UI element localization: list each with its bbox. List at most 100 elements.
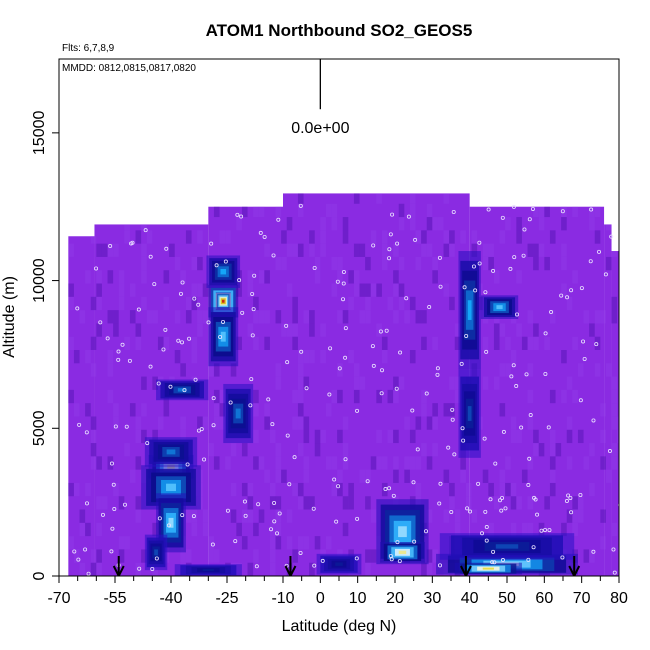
- observation-marker: [137, 566, 142, 571]
- curtain-cell: [124, 336, 130, 350]
- curtain-cell: [275, 509, 282, 523]
- curtain-cell: [611, 443, 618, 457]
- observation-marker: [484, 349, 489, 354]
- curtain-cell: [303, 376, 310, 390]
- observation-marker: [500, 495, 505, 500]
- curtain-cell: [286, 243, 293, 257]
- curtain-segment: [619, 354, 625, 576]
- curtain-cell: [331, 217, 338, 231]
- curtain-cell: [342, 522, 349, 537]
- enhancement-patch: [235, 408, 241, 419]
- observation-marker: [611, 547, 616, 552]
- curtain-cell: [365, 496, 371, 510]
- curtain-cell: [482, 376, 489, 390]
- curtain-cell: [460, 230, 466, 244]
- curtain-cell: [191, 283, 198, 297]
- curtain-cell: [561, 389, 567, 404]
- curtain-cell: [337, 256, 343, 271]
- curtain-cell: [275, 310, 282, 324]
- observation-marker: [437, 255, 442, 260]
- curtain-cell: [561, 256, 567, 271]
- observation-marker: [182, 388, 187, 393]
- curtain-cell: [589, 206, 595, 218]
- curtain-cell: [393, 376, 399, 390]
- enhancement-patch: [220, 331, 226, 342]
- enhancement-patch: [398, 526, 407, 538]
- curtain-cell: [96, 323, 102, 337]
- chart-title: ATOM1 Northbound SO2_GEOS5: [206, 21, 473, 40]
- observation-marker: [196, 302, 201, 307]
- observation-marker: [185, 462, 190, 467]
- curtain-cell: [348, 496, 354, 510]
- observation-marker: [292, 455, 297, 460]
- observation-marker: [482, 436, 487, 441]
- curtain-cell: [152, 429, 158, 444]
- curtain-cell: [381, 230, 388, 244]
- curtain-cell: [107, 310, 114, 324]
- observation-marker: [591, 549, 596, 554]
- curtain-cell: [297, 349, 304, 364]
- curtain-cell: [314, 256, 321, 271]
- observation-marker: [388, 553, 393, 558]
- curtain-cell: [68, 536, 74, 550]
- x-tick-label: 40: [461, 590, 479, 607]
- observation-marker: [412, 539, 417, 544]
- curtain-cell: [286, 536, 293, 550]
- curtain-cell: [516, 323, 522, 337]
- curtain-cell: [600, 403, 606, 417]
- curtain-cell: [253, 549, 259, 563]
- curtain-cell: [118, 536, 125, 550]
- observation-marker: [500, 558, 505, 563]
- curtain-cell: [516, 230, 522, 244]
- enhancement-patch: [222, 299, 225, 303]
- observation-marker: [113, 424, 118, 429]
- curtain-cell: [337, 469, 343, 483]
- curtain-cell: [309, 310, 315, 324]
- x-tick-label: 70: [573, 590, 591, 607]
- curtain-cell: [398, 256, 405, 271]
- observation-marker: [543, 527, 548, 532]
- curtain-cell: [572, 522, 578, 537]
- curtain-cell: [281, 469, 287, 483]
- curtain-cell: [309, 230, 315, 244]
- observation-marker: [239, 214, 244, 219]
- observation-marker: [221, 319, 226, 324]
- curtain-cell: [572, 389, 578, 404]
- curtain-cell: [393, 389, 399, 404]
- curtain-cell: [577, 363, 584, 377]
- observation-marker: [531, 545, 536, 550]
- observation-marker: [210, 542, 215, 547]
- curtain-cell: [617, 416, 619, 430]
- curtain-cell: [516, 270, 522, 284]
- curtain-cell: [449, 403, 455, 417]
- curtain-cell: [449, 482, 455, 497]
- observation-marker: [465, 506, 470, 511]
- curtain-cell: [85, 522, 91, 537]
- curtain-cell: [191, 296, 198, 311]
- observation-marker: [75, 306, 80, 311]
- curtain-cell: [264, 416, 270, 430]
- flights-note: Flts: 6,7,8,9: [62, 43, 115, 54]
- observation-marker: [535, 512, 540, 517]
- curtain-cell: [393, 429, 399, 444]
- curtain-cell: [180, 549, 186, 563]
- curtain-cell: [297, 203, 304, 218]
- curtain-segment: [611, 251, 619, 576]
- curtain-cell: [230, 443, 237, 457]
- curtain-cell: [90, 562, 97, 576]
- curtain-cell: [409, 193, 416, 204]
- curtain-cell: [213, 389, 220, 404]
- curtain-cell: [376, 283, 382, 297]
- y-axis-label: Altitude (m): [1, 276, 18, 358]
- curtain-cell: [197, 256, 203, 271]
- curtain-cell: [129, 310, 136, 324]
- curtain-cell: [325, 456, 332, 470]
- curtain-cell: [449, 376, 455, 390]
- observation-marker: [450, 417, 455, 422]
- curtain-cell: [213, 549, 220, 563]
- curtain-cell: [359, 283, 366, 297]
- observation-marker: [406, 214, 411, 219]
- observation-marker: [435, 372, 440, 377]
- observation-marker: [122, 502, 127, 507]
- observation-marker: [411, 480, 416, 485]
